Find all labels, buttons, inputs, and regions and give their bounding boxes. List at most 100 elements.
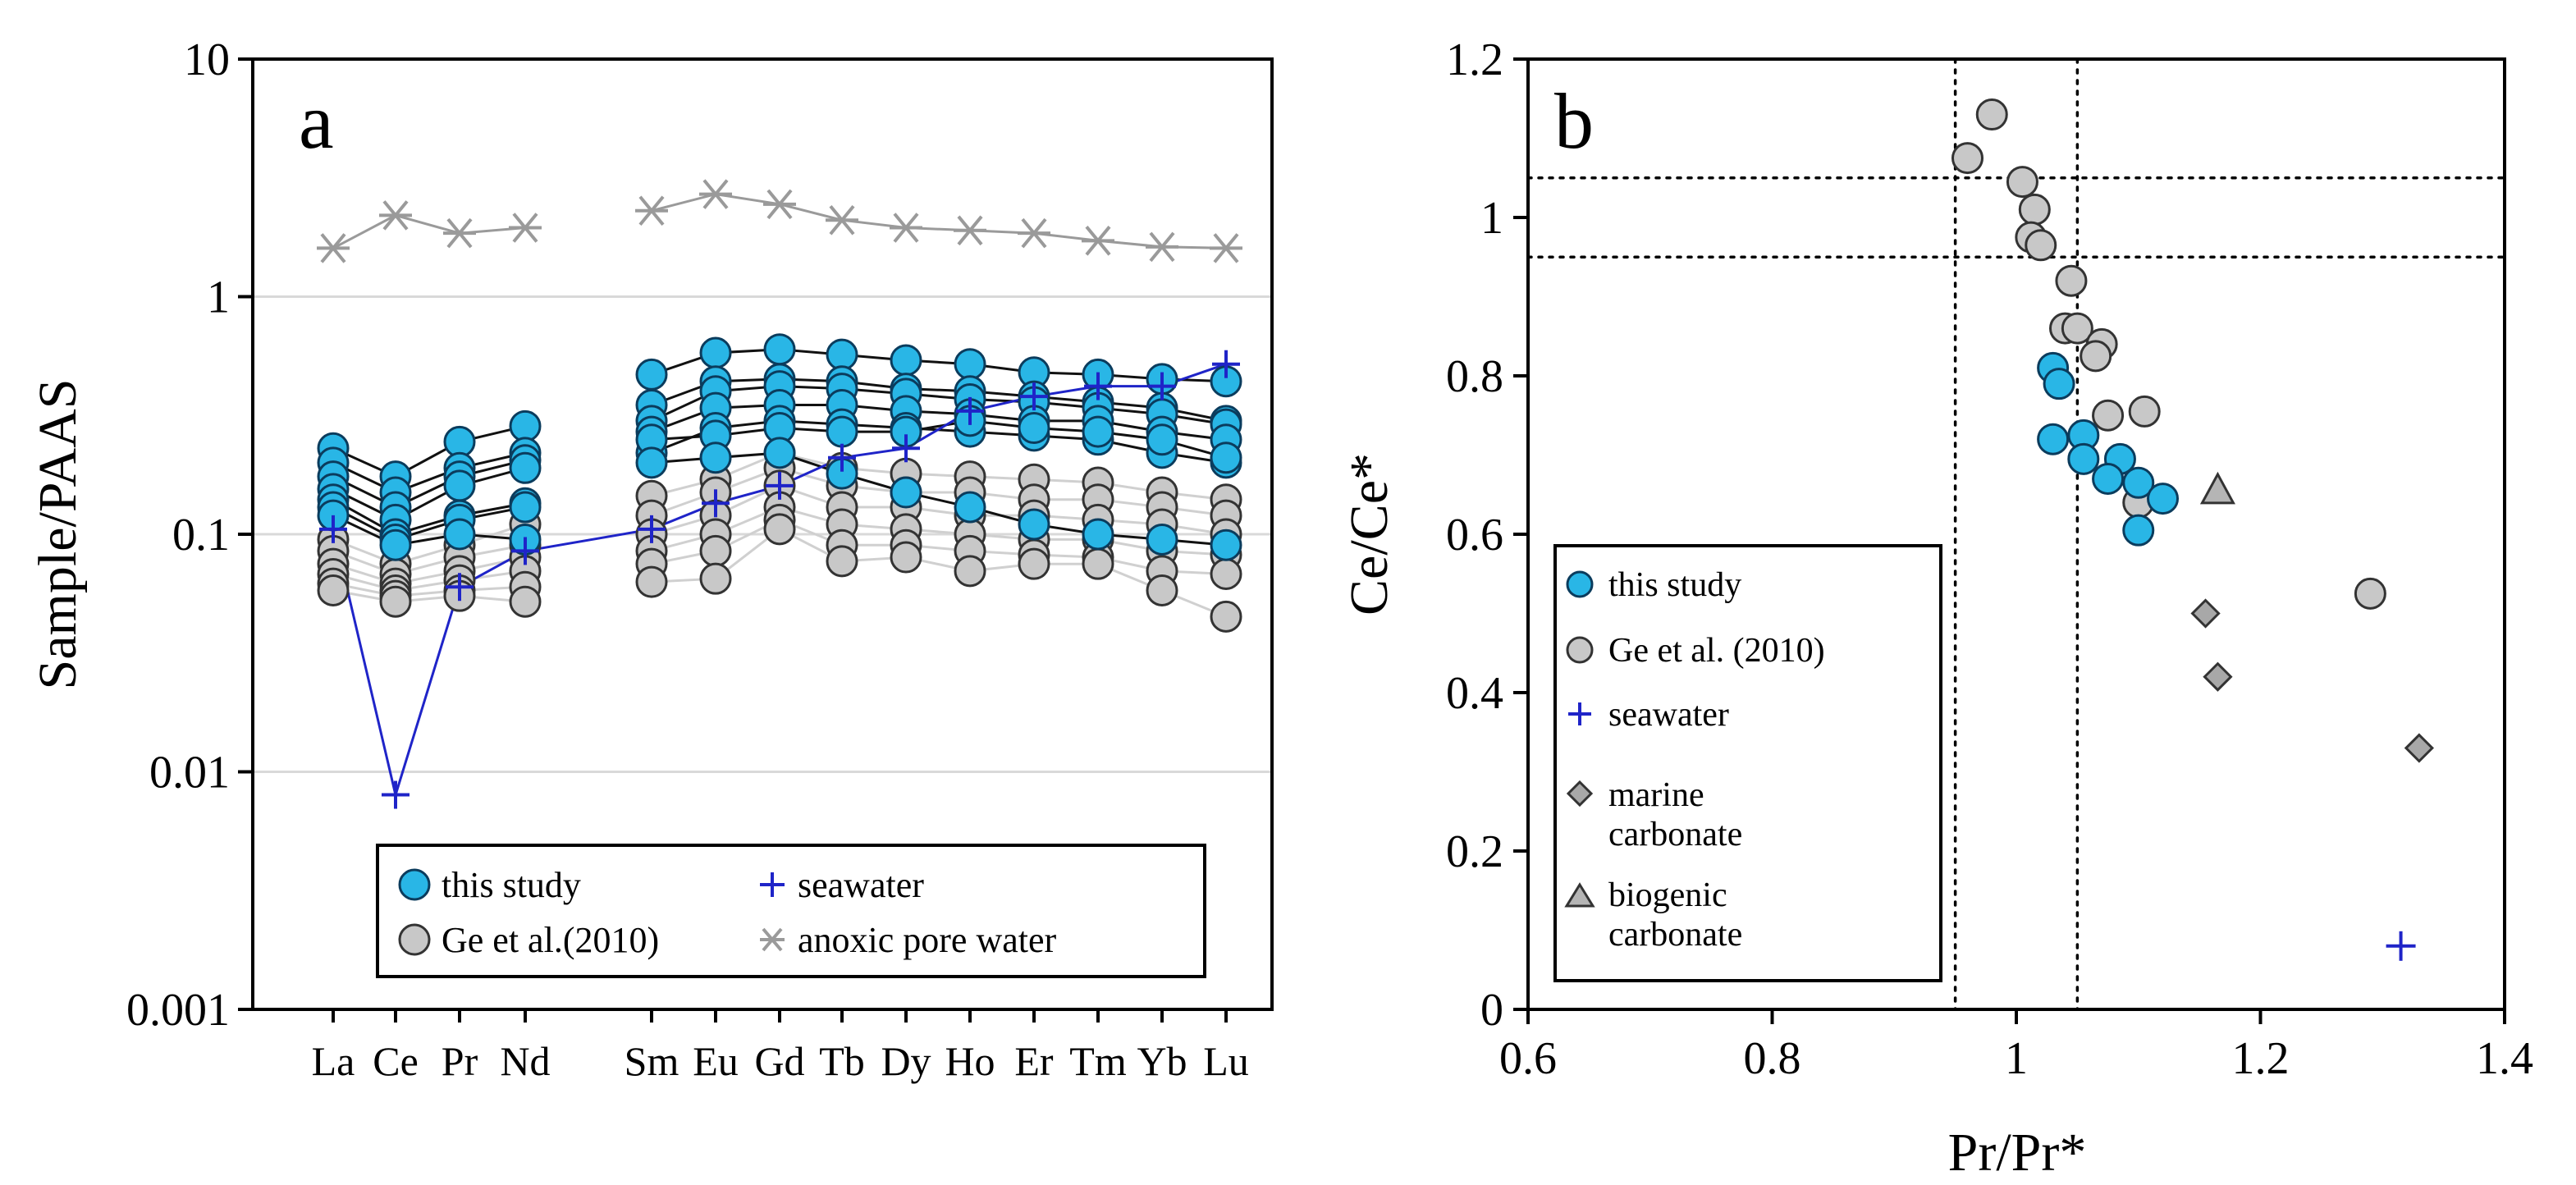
marker-ge-et-al-6-sm [635, 565, 668, 598]
panel-b-y-tick-label: 0.2 [1446, 826, 1503, 877]
marker-seawater-dy [892, 434, 920, 463]
series-line-ge-et-al-5 [332, 582, 526, 597]
asterisk-stroke [638, 195, 665, 226]
panel-b-x-tick-label: 1 [2005, 1033, 2028, 1084]
asterisk-stroke [446, 217, 473, 249]
marker-seawater-eu [702, 489, 730, 518]
point-this-study-10 [2122, 514, 2155, 547]
panel-b-x-tick-label: 0.6 [1499, 1033, 1557, 1084]
legend-b-seawater-marker [1568, 702, 1591, 725]
marker-ge-et-al-6-ce [379, 585, 412, 618]
point-ge-et-al-2010-13 [2128, 395, 2161, 428]
asterisk-stroke [1213, 233, 1239, 263]
legend-ge-et-al-label: Ge et al.(2010) [442, 920, 659, 960]
panel-a-x-tick-label-lu: Lu [1203, 1038, 1249, 1084]
point-biogenic-carbonate-1 [2199, 471, 2235, 505]
marker-seawater-la [319, 515, 347, 543]
panel-a-x-tick-label-er: Er [1014, 1038, 1054, 1084]
legend-this-study-label: this study [442, 865, 581, 905]
point-this-study-8 [2122, 466, 2155, 499]
point-ge-et-al-2010-3 [2006, 166, 2038, 199]
panel-a-legend: this study seawater Ge et al.(2010) anox… [376, 844, 1206, 978]
marker-this-study-6-nd [509, 491, 542, 524]
point-this-study-7 [2092, 462, 2125, 495]
panel-b-y-tick-label: 0.6 [1446, 510, 1503, 560]
panel-a-legend-box [376, 844, 1206, 978]
marker-ge-et-al-6-lu [1210, 600, 1242, 633]
marker-seawater-ce [382, 780, 410, 809]
legend-b-marine-label-2: carbonate [1608, 816, 1742, 853]
marker-this-study-6-er [1018, 412, 1050, 445]
marker-this-study-7-gd [763, 437, 796, 469]
marker-this-study-7-ho [954, 491, 986, 524]
marker-this-study-1-ho [954, 348, 986, 381]
series-line-this-study-5 [332, 498, 526, 536]
marker-this-study-7-er [1018, 508, 1050, 541]
series-line-ge-et-al-1 [651, 451, 1227, 501]
panel-a-y-tick-label: 0.001 [126, 985, 230, 1036]
asterisk-stroke [766, 189, 793, 220]
marker-ge-et-al-6-dy [890, 541, 922, 574]
point-ge-et-al-2010-2 [1951, 142, 1983, 175]
series-line-this-study-6 [332, 506, 526, 542]
series-line-ge-et-al-4 [651, 506, 1227, 556]
panel-a-y-tick-label: 1 [207, 272, 230, 323]
series-line-ge-et-al-6 [332, 589, 526, 603]
panel-a: 10 1 0.1 0.01 0.001 La Ce Pr Nd Sm Eu Gd Tb Dy Ho Er Tm… [28, 34, 1274, 1084]
point-marine-carbonate-3 [2404, 733, 2434, 763]
point-marine-carbonate-1 [2190, 598, 2221, 629]
marker-this-study-6-tm [1082, 415, 1114, 448]
legend-seawater-marker [760, 872, 785, 897]
legend-b-marine-label-1: marine [1608, 776, 1704, 814]
panel-a-y-axis: 10 1 0.1 0.01 0.001 [126, 34, 253, 1036]
marker-this-study-7-lu [1210, 528, 1242, 561]
marker-ge-et-al-6-nd [509, 585, 542, 618]
panel-a-y-axis-label: Sample/PAAS [28, 379, 88, 690]
asterisk-stroke [1021, 217, 1047, 249]
marker-seawater-yb [1148, 372, 1176, 400]
panel-a-markers [317, 179, 1242, 809]
marker-anoxic-pore-water-eu [699, 179, 732, 209]
marker-this-study-7-eu [699, 442, 732, 474]
marker-anoxic-pore-water-nd [509, 213, 542, 243]
legend-b-biogenic-marker [1564, 882, 1595, 908]
panel-a-x-tick-label-eu: Eu [693, 1038, 739, 1084]
panel-a-x-tick-label-gd: Gd [754, 1038, 804, 1084]
legend-b-ge-et-al-marker [1566, 636, 1594, 664]
series-line-ge-et-al-2 [332, 543, 526, 576]
marker-seawater-tb [828, 443, 856, 472]
asterisk-stroke [957, 215, 983, 246]
marker-this-study-7-dy [890, 476, 922, 509]
panel-a-x-tick-label-dy: Dy [881, 1038, 931, 1084]
marker-this-study-4-pr [443, 469, 476, 502]
panel-b-legend-box [1553, 544, 1942, 982]
point-ge-et-al-2010-15 [2354, 577, 2386, 610]
panel-a-x-tick-label-tm: Tm [1069, 1038, 1127, 1084]
panel-b-y-axis: 0 0.2 0.4 0.6 0.8 1 1.2 [1446, 34, 1528, 1036]
series-line-this-study-4 [332, 466, 526, 522]
marker-anoxic-pore-water-gd [763, 189, 796, 220]
series-line-this-study-3 [651, 385, 1227, 426]
panel-b-y-tick-label: 0.4 [1446, 668, 1503, 719]
legend-anoxic-marker [760, 927, 785, 952]
point-this-study-9 [2147, 483, 2179, 515]
panel-b-y-tick-label: 1 [1480, 193, 1503, 244]
panel-b-reference-lines [1526, 57, 2506, 1011]
marker-ge-et-al-6-yb [1146, 574, 1178, 606]
marker-this-study-7-sm [635, 446, 668, 479]
marker-ge-et-al-6-tb [826, 545, 858, 578]
legend-b-this-study-marker [1566, 570, 1594, 598]
marker-anoxic-pore-water-dy [890, 213, 922, 243]
series-line-ge-et-al-6 [651, 528, 1227, 618]
marker-anoxic-pore-water-er [1018, 217, 1050, 249]
marker-seawater-er [1020, 382, 1048, 411]
series-line-this-study-2 [332, 451, 526, 494]
point-seawater-1 [2386, 931, 2416, 961]
panel-b-y-tick-label: 0 [1480, 985, 1503, 1036]
marker-this-study-7-yb [1146, 523, 1178, 556]
point-marine-carbonate-2 [2203, 661, 2233, 692]
panel-a-y-tick-label: 0.1 [172, 510, 230, 560]
marker-anoxic-pore-water-yb [1146, 231, 1178, 263]
marker-this-study-1-sm [635, 358, 668, 391]
panel-b-x-tick-label: 0.8 [1744, 1033, 1801, 1084]
